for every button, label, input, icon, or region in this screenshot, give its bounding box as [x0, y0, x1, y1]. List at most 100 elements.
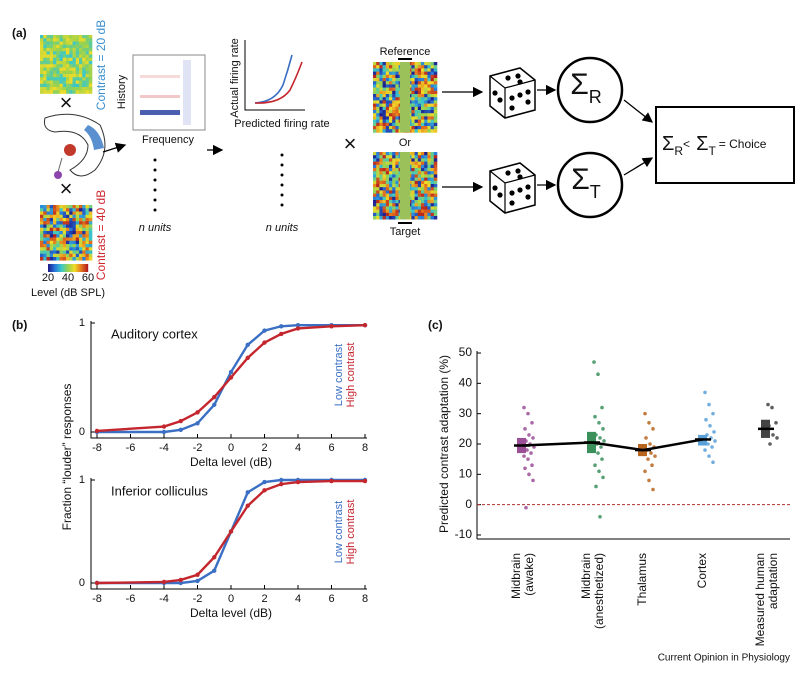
- pixel: [66, 70, 70, 75]
- pixel: [75, 77, 80, 81]
- pixel: [66, 51, 70, 55]
- pixel: [88, 257, 93, 261]
- pixel: [392, 110, 396, 114]
- pixel: [46, 77, 51, 81]
- pixel: [43, 221, 47, 225]
- pixel: [417, 65, 422, 69]
- pixel: [373, 78, 377, 82]
- pixel: [56, 80, 60, 85]
- pixel: [85, 90, 90, 94]
- pixel: [40, 253, 44, 258]
- pixel: [85, 211, 90, 216]
- pixel: [59, 208, 64, 212]
- pixel: [59, 227, 64, 232]
- pixel: [62, 244, 67, 248]
- pixel: [46, 70, 51, 75]
- die-edge: [489, 75, 536, 118]
- pixel: [43, 64, 47, 68]
- pixel: [85, 87, 90, 91]
- pixel: [75, 205, 80, 209]
- pixel: [88, 48, 93, 52]
- pixel: [43, 57, 47, 62]
- pixel: [85, 205, 90, 209]
- pixel: [427, 87, 431, 92]
- pixel: [427, 203, 431, 207]
- pixel: [427, 168, 431, 172]
- pixel: [392, 65, 396, 69]
- pixel: [53, 253, 57, 258]
- pixel: [66, 41, 70, 46]
- colorbar-cell: [85, 264, 87, 272]
- pixel: [85, 244, 90, 248]
- pixel: [66, 214, 70, 219]
- panel-label: (a): [12, 26, 27, 40]
- pixel: [389, 184, 393, 188]
- pixel: [417, 113, 422, 117]
- pip: [515, 73, 521, 79]
- pixel: [40, 221, 44, 225]
- pixel: [395, 216, 399, 220]
- pixel: [376, 116, 380, 120]
- pixel: [424, 177, 428, 182]
- pixel: [49, 67, 54, 72]
- pixel: [376, 87, 380, 92]
- pixel: [40, 87, 44, 91]
- pixel: [40, 64, 44, 68]
- pixel: [424, 106, 428, 111]
- point: [596, 451, 600, 455]
- pixel: [385, 171, 390, 175]
- pixel: [72, 208, 77, 212]
- pixel: [85, 83, 90, 88]
- pixel: [62, 224, 67, 229]
- pixel: [421, 168, 425, 172]
- pixel: [433, 116, 438, 120]
- arrow: [623, 157, 654, 176]
- pixel: [56, 224, 60, 229]
- pixel: [79, 44, 83, 49]
- pixel: [82, 240, 86, 245]
- pixel: [40, 234, 44, 238]
- pixel: [385, 158, 390, 162]
- pixel: [79, 221, 83, 225]
- pixel: [46, 250, 51, 255]
- pixel: [414, 68, 419, 72]
- colorbar-tick: 60: [82, 272, 94, 284]
- pixel: [49, 224, 54, 229]
- pixel: [389, 155, 393, 159]
- pixel: [49, 211, 54, 216]
- pixel: [430, 94, 435, 98]
- pixel: [385, 209, 390, 214]
- pixel: [376, 184, 380, 188]
- pixel: [421, 152, 425, 156]
- pixel: [433, 74, 438, 79]
- pixel: [392, 212, 396, 217]
- pixel: [75, 250, 80, 255]
- pixel: [385, 87, 390, 92]
- pixel: [427, 174, 431, 178]
- pixel: [379, 116, 383, 120]
- pixel: [414, 62, 419, 66]
- colorbar-tick: 40: [62, 272, 74, 284]
- colorbar-cell: [69, 264, 71, 272]
- pixel: [433, 110, 438, 114]
- pixel: [417, 196, 422, 201]
- pixel: [427, 206, 431, 210]
- x-axis-label: Delta level (dB): [190, 606, 272, 620]
- pixel: [85, 57, 90, 62]
- pixel: [53, 44, 57, 49]
- pixel: [62, 205, 67, 209]
- pixel: [389, 122, 393, 127]
- pixel: [382, 68, 387, 72]
- pixel: [376, 106, 380, 111]
- pixel: [46, 240, 51, 245]
- pixel: [59, 90, 64, 94]
- pixel: [85, 221, 90, 225]
- colorbar-cell: [74, 264, 76, 272]
- pixel: [433, 94, 438, 98]
- pixel: [379, 103, 383, 108]
- pixel: [69, 57, 73, 62]
- pixel: [53, 57, 57, 62]
- colorbar-cell: [67, 264, 69, 272]
- point: [598, 515, 602, 519]
- pixel: [85, 44, 90, 49]
